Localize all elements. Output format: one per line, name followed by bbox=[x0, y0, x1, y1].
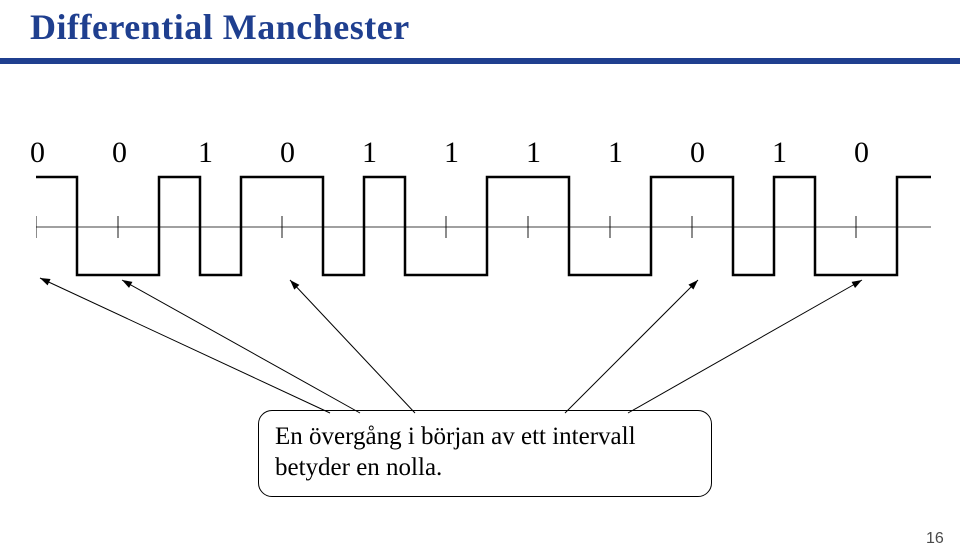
callout-box: En övergång i början av ett intervall be… bbox=[258, 410, 712, 497]
page-number: 16 bbox=[926, 530, 944, 548]
callout-line-2: betyder en nolla. bbox=[275, 452, 695, 483]
callout-line-1: En övergång i början av ett intervall bbox=[275, 421, 695, 452]
